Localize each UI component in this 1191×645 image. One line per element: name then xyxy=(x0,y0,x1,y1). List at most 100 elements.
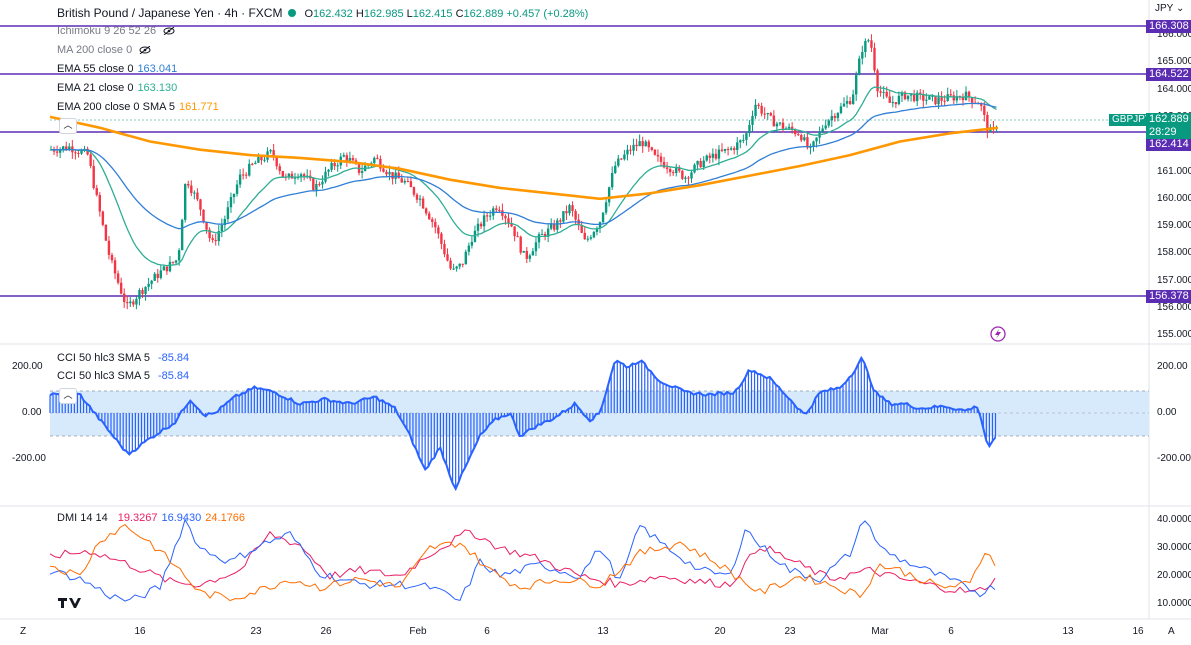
candle-body xyxy=(775,123,779,127)
collapse-legend-button[interactable]: ︿ xyxy=(59,118,77,134)
symbol-tag: GBPJPY xyxy=(1109,114,1155,126)
dmi-plus-value: 19.3267 xyxy=(117,512,158,524)
candle-body xyxy=(77,153,80,155)
candle-body xyxy=(696,160,699,165)
dmi-legend[interactable]: DMI 14 14 19.3267 16.9430 24.1766 xyxy=(57,512,245,524)
ma200-label: MA 200 close 0 xyxy=(57,44,133,56)
ema21-legend[interactable]: EMA 21 close 0 163.130 xyxy=(57,82,177,94)
candle-body xyxy=(467,245,471,252)
lightning-icon[interactable] xyxy=(990,326,1006,342)
ema21-line xyxy=(50,86,997,267)
price-tick-label: 158.000 xyxy=(1157,247,1191,259)
cci-a-legend[interactable]: CCI 50 hlc3 SMA 5 -85.84 xyxy=(57,352,189,364)
open-label: O xyxy=(304,8,314,20)
ema200-label: EMA 200 close 0 SMA 5 xyxy=(57,101,176,113)
candle-body xyxy=(476,223,480,231)
candle-body xyxy=(55,151,59,153)
candle-body xyxy=(260,156,263,161)
candle-body xyxy=(720,149,724,151)
candle-body xyxy=(845,101,849,104)
candle-body xyxy=(833,116,837,119)
candle-body xyxy=(458,263,461,267)
candle-body xyxy=(470,241,474,246)
hidden-eye-icon[interactable] xyxy=(163,27,175,35)
candle-body xyxy=(52,149,56,152)
cci-b-legend[interactable]: CCI 50 hlc3 SMA 5 -85.84 xyxy=(57,370,189,382)
candle-body xyxy=(403,181,406,183)
candle-body xyxy=(528,255,532,259)
candle-body xyxy=(263,159,266,161)
candle-body xyxy=(778,122,782,124)
candle-body xyxy=(449,260,452,269)
candle-body xyxy=(275,156,278,167)
candle-body xyxy=(794,130,797,135)
candle-body xyxy=(150,280,153,284)
candle-body xyxy=(428,213,431,220)
collapse-cci-legend-button[interactable]: ︿ xyxy=(59,388,77,404)
candle-body xyxy=(919,92,922,94)
candle-body xyxy=(473,230,477,242)
ema200-value: 161.771 xyxy=(179,101,219,113)
auto-scale-button[interactable]: A xyxy=(1168,626,1175,637)
candle-body xyxy=(589,237,593,239)
candle-body xyxy=(479,223,483,227)
price-tick-label: 157.000 xyxy=(1157,274,1191,286)
hidden-eye-icon[interactable] xyxy=(139,46,151,54)
candle-body xyxy=(537,234,541,243)
currency-selector[interactable]: JPY ⌄ xyxy=(1155,3,1185,14)
tradingview-logo-icon xyxy=(58,598,81,608)
candle-body xyxy=(217,231,220,242)
ichimoku-label: Ichimoku 9 26 52 26 xyxy=(57,25,157,37)
candle-body xyxy=(711,153,715,158)
candle-body xyxy=(351,158,355,161)
candle-body xyxy=(62,146,65,150)
candle-body xyxy=(507,218,510,224)
candle-body xyxy=(211,238,214,240)
candle-body xyxy=(635,144,638,147)
candle-body xyxy=(620,158,623,160)
price-tick-label: 161.000 xyxy=(1157,165,1191,177)
ema200-legend[interactable]: EMA 200 close 0 SMA 5 161.771 xyxy=(57,101,219,113)
candle-body xyxy=(385,171,388,175)
candle-body xyxy=(726,149,730,151)
candle-body xyxy=(168,261,172,272)
candle-body xyxy=(888,96,891,103)
dmi-tick-label: 20.0000 xyxy=(1157,570,1191,581)
candle-body xyxy=(58,149,62,153)
time-tick-label: 6 xyxy=(948,626,954,637)
high-value: 162.985 xyxy=(363,8,404,20)
level-label-4: 156.378 xyxy=(1146,290,1191,303)
cci-line xyxy=(49,355,997,492)
ichimoku-legend[interactable]: Ichimoku 9 26 52 26 xyxy=(57,25,175,37)
candle-body xyxy=(604,202,608,213)
cci-b-value: -85.84 xyxy=(157,370,190,382)
candle-body xyxy=(714,153,718,159)
candle-body xyxy=(662,161,666,168)
candle-body xyxy=(647,141,650,148)
candle-body xyxy=(632,144,635,151)
candle-body xyxy=(769,113,772,116)
candle-body xyxy=(162,266,166,271)
open-value: 162.432 xyxy=(313,8,353,20)
candle-body xyxy=(736,142,739,151)
candle-body xyxy=(74,152,77,154)
candle-body xyxy=(400,178,403,183)
dmi-tick-label: 10.0000 xyxy=(1157,598,1191,609)
candle-body xyxy=(876,70,879,92)
ema55-legend[interactable]: EMA 55 close 0 163.041 xyxy=(57,63,177,75)
candle-body xyxy=(199,199,202,210)
candle-body xyxy=(98,194,101,212)
ma200-legend[interactable]: MA 200 close 0 xyxy=(57,44,151,56)
candle-body xyxy=(699,160,702,168)
dmi-minus-value: 16.9430 xyxy=(161,512,202,524)
price-tick-label: 160.000 xyxy=(1157,192,1191,204)
candle-body xyxy=(531,251,535,256)
candle-body xyxy=(702,160,705,168)
candle-body xyxy=(177,250,181,261)
candle-body xyxy=(129,301,132,304)
symbol-title[interactable]: British Pound / Japanese Yen · 4h · FXCM xyxy=(57,6,283,20)
cci-left-tick-label: 200.00 xyxy=(12,361,43,372)
zoom-button[interactable]: Z xyxy=(20,626,27,637)
candle-body xyxy=(434,221,437,228)
